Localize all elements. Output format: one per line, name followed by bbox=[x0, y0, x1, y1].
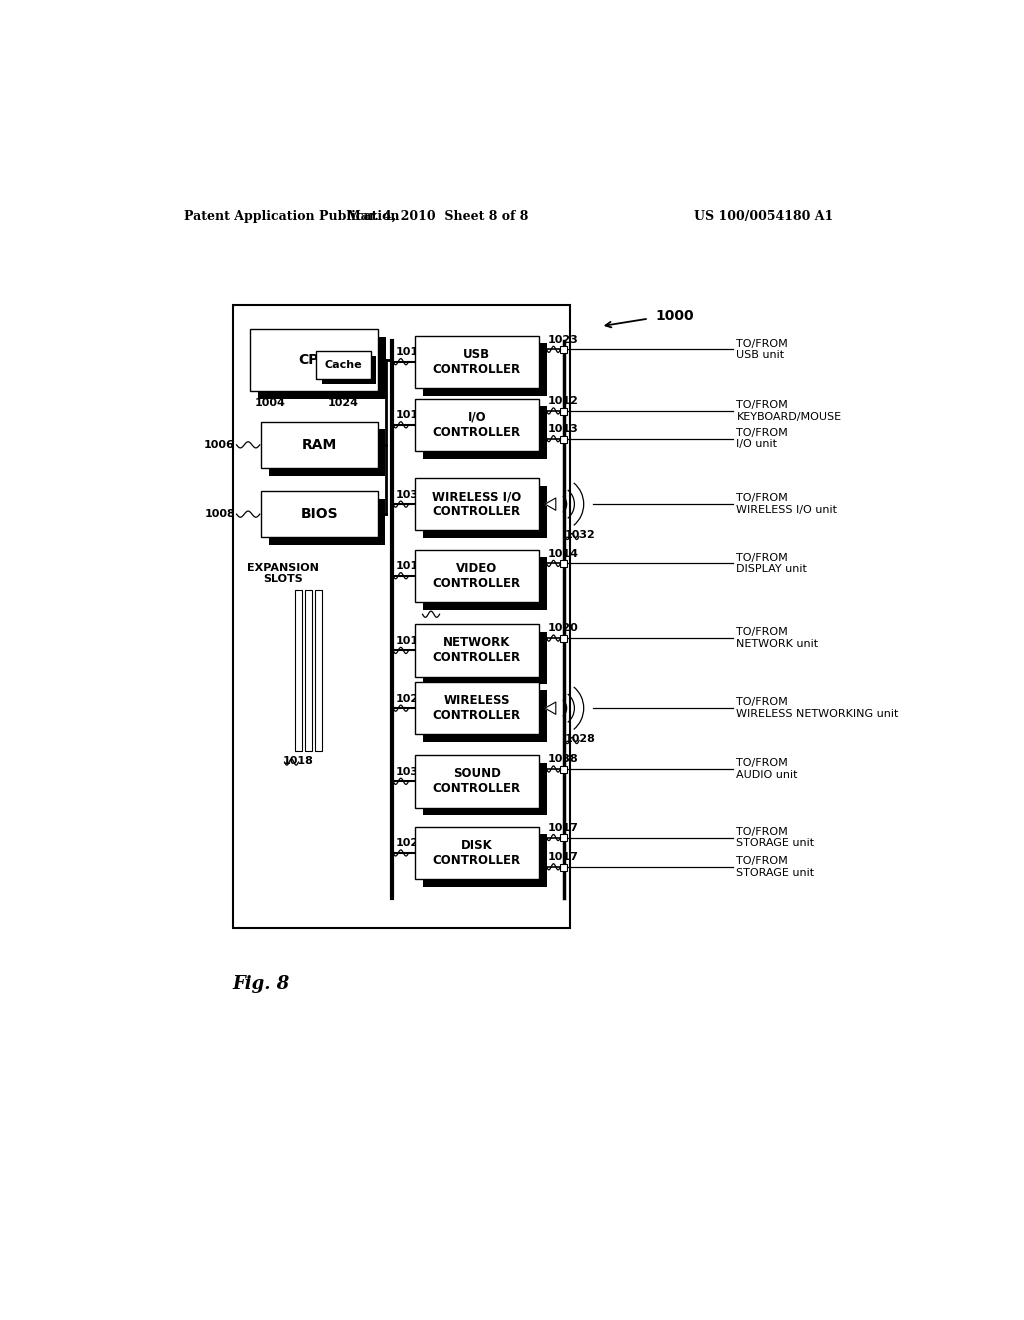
Bar bbox=[415, 549, 539, 602]
Bar bbox=[415, 399, 539, 451]
Text: 1038: 1038 bbox=[548, 755, 579, 764]
Text: 1015: 1015 bbox=[395, 561, 426, 572]
Text: 1000: 1000 bbox=[655, 309, 693, 323]
Bar bbox=[415, 478, 539, 531]
Text: 1018: 1018 bbox=[283, 755, 314, 766]
Text: 1016: 1016 bbox=[395, 636, 426, 645]
Text: 1012: 1012 bbox=[548, 396, 579, 407]
Bar bbox=[269, 499, 385, 545]
Text: 1026: 1026 bbox=[395, 693, 426, 704]
Bar bbox=[560, 863, 567, 871]
Text: 1006: 1006 bbox=[204, 440, 234, 450]
Text: SOUND
CONTROLLER: SOUND CONTROLLER bbox=[433, 767, 521, 796]
Bar bbox=[560, 408, 567, 414]
Text: 1023: 1023 bbox=[548, 335, 579, 345]
Text: VIDEO
CONTROLLER: VIDEO CONTROLLER bbox=[433, 562, 521, 590]
Bar bbox=[258, 337, 386, 399]
Text: BIOS: BIOS bbox=[301, 507, 338, 521]
Bar bbox=[415, 755, 539, 808]
Bar bbox=[415, 682, 539, 734]
Text: TO/FROM
NETWORK unit: TO/FROM NETWORK unit bbox=[736, 627, 818, 649]
Text: TO/FROM
I/O unit: TO/FROM I/O unit bbox=[736, 428, 788, 450]
Text: 1034: 1034 bbox=[395, 767, 426, 776]
Bar bbox=[232, 305, 569, 928]
Bar bbox=[423, 689, 547, 742]
Text: 1014: 1014 bbox=[548, 549, 579, 558]
Text: 1004: 1004 bbox=[254, 399, 286, 408]
Bar bbox=[423, 834, 547, 887]
Bar bbox=[415, 624, 539, 677]
Text: 1011: 1011 bbox=[395, 347, 426, 358]
Text: 1010: 1010 bbox=[395, 411, 426, 420]
Bar bbox=[251, 330, 378, 391]
Bar bbox=[423, 407, 547, 459]
Text: TO/FROM
AUDIO unit: TO/FROM AUDIO unit bbox=[736, 758, 798, 780]
Bar bbox=[560, 834, 567, 841]
Text: 1032: 1032 bbox=[565, 529, 596, 540]
Bar bbox=[560, 635, 567, 642]
Bar bbox=[261, 422, 378, 469]
Bar bbox=[415, 826, 539, 879]
Text: 1002: 1002 bbox=[440, 601, 471, 611]
Text: NETWORK
CONTROLLER: NETWORK CONTROLLER bbox=[433, 636, 521, 664]
Text: CPU: CPU bbox=[299, 354, 331, 367]
Polygon shape bbox=[545, 498, 556, 511]
Text: 1028: 1028 bbox=[565, 734, 596, 744]
Text: WIRELESS I/O
CONTROLLER: WIRELESS I/O CONTROLLER bbox=[432, 490, 521, 519]
Bar bbox=[423, 632, 547, 684]
Text: 1030: 1030 bbox=[395, 490, 426, 499]
Text: TO/FROM
DISPLAY unit: TO/FROM DISPLAY unit bbox=[736, 553, 807, 574]
Bar bbox=[560, 346, 567, 354]
Text: DISK
CONTROLLER: DISK CONTROLLER bbox=[433, 840, 521, 867]
Text: TO/FROM
KEYBOARD/MOUSE: TO/FROM KEYBOARD/MOUSE bbox=[736, 400, 842, 422]
Polygon shape bbox=[545, 702, 556, 714]
Bar bbox=[269, 429, 385, 475]
Text: 1013: 1013 bbox=[548, 424, 579, 434]
Text: TO/FROM
USB unit: TO/FROM USB unit bbox=[736, 338, 788, 360]
Text: Cache: Cache bbox=[325, 360, 362, 370]
Text: 1017: 1017 bbox=[548, 822, 579, 833]
Text: Patent Application Publication: Patent Application Publication bbox=[183, 210, 399, 223]
Bar bbox=[316, 351, 371, 379]
Text: TO/FROM
STORAGE unit: TO/FROM STORAGE unit bbox=[736, 855, 814, 878]
Bar bbox=[560, 436, 567, 442]
Text: EXPANSION
SLOTS: EXPANSION SLOTS bbox=[247, 562, 318, 585]
Bar bbox=[322, 356, 376, 384]
Text: I/O
CONTROLLER: I/O CONTROLLER bbox=[433, 411, 521, 438]
Bar bbox=[295, 590, 302, 751]
Bar bbox=[423, 763, 547, 816]
Text: RAM: RAM bbox=[302, 438, 337, 451]
Text: Mar. 4, 2010  Sheet 8 of 8: Mar. 4, 2010 Sheet 8 of 8 bbox=[347, 210, 528, 223]
Text: Fig. 8: Fig. 8 bbox=[232, 974, 290, 993]
Bar bbox=[314, 590, 322, 751]
Bar bbox=[423, 486, 547, 539]
Bar bbox=[261, 491, 378, 537]
Bar bbox=[560, 766, 567, 774]
Text: US 100/0054180 A1: US 100/0054180 A1 bbox=[694, 210, 834, 223]
Bar bbox=[423, 343, 547, 396]
Text: WIRELESS
CONTROLLER: WIRELESS CONTROLLER bbox=[433, 694, 521, 722]
Bar bbox=[423, 557, 547, 610]
Text: USB
CONTROLLER: USB CONTROLLER bbox=[433, 347, 521, 376]
Bar bbox=[305, 590, 311, 751]
Text: 1020: 1020 bbox=[548, 623, 579, 634]
Text: TO/FROM
WIRELESS I/O unit: TO/FROM WIRELESS I/O unit bbox=[736, 494, 838, 515]
Text: 1017: 1017 bbox=[548, 853, 579, 862]
Text: TO/FROM
WIRELESS NETWORKING unit: TO/FROM WIRELESS NETWORKING unit bbox=[736, 697, 899, 719]
Bar bbox=[415, 335, 539, 388]
Bar bbox=[560, 560, 567, 568]
Text: 1024: 1024 bbox=[328, 399, 359, 408]
Text: 1008: 1008 bbox=[204, 510, 234, 519]
Text: TO/FROM
STORAGE unit: TO/FROM STORAGE unit bbox=[736, 826, 814, 849]
Text: 1022: 1022 bbox=[395, 838, 426, 849]
